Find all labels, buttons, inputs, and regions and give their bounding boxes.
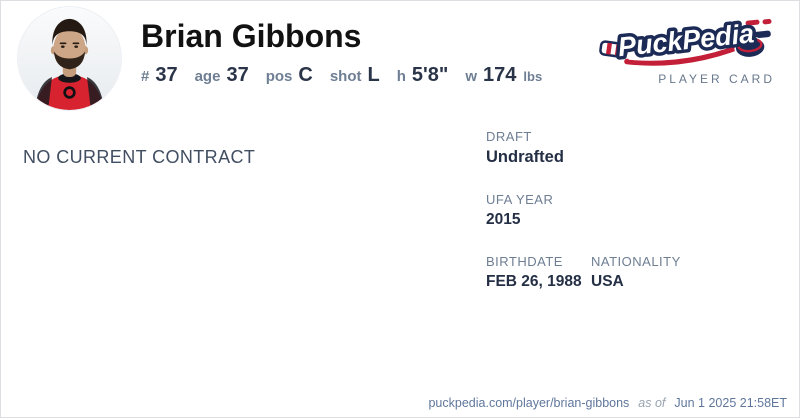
birthdate-label: BIRTHDATE: [486, 254, 563, 269]
info-birthdate: BIRTHDATE FEB 26, 1988: [486, 254, 591, 291]
timestamp: Jun 1 2025 21:58ET: [674, 396, 787, 410]
player-name: Brian Gibbons: [141, 18, 362, 54]
stat-age: age 37: [194, 63, 249, 86]
stat-position: pos C: [265, 63, 313, 86]
player-card-subtitle: PLAYER CARD: [658, 72, 775, 86]
player-headline: Brian Gibbons #37 age 37 pos C shot L h 5'8"…: [141, 18, 542, 87]
player-page-link[interactable]: puckpedia.com/player/brian-gibbons: [428, 396, 630, 410]
ufa-year-label: UFA YEAR: [486, 192, 554, 207]
info-ufa-year: UFA YEAR 2015: [486, 192, 681, 229]
logo-wordmark: PuckPedia: [617, 18, 756, 62]
contract-status: NO CURRENT CONTRACT: [23, 147, 256, 167]
nationality-value: USA: [591, 273, 624, 290]
avatar: [18, 7, 121, 110]
as-of-label: as of: [638, 396, 666, 410]
brand-block: PuckPedia PuckPedia PLAYER CARD: [597, 9, 779, 86]
birthdate-value: FEB 26, 1988: [486, 273, 582, 290]
player-stats-row: #37 age 37 pos C shot L h 5'8" w 174 lbs: [141, 64, 542, 87]
draft-value: Undrafted: [486, 148, 564, 166]
nationality-label: NATIONALITY: [591, 254, 681, 269]
player-photo-illustration: [18, 7, 121, 110]
stat-weight: w 174 lbs: [465, 63, 543, 86]
stat-jersey-number: #37: [141, 63, 178, 86]
puckpedia-logo: PuckPedia PuckPedia: [599, 15, 772, 66]
draft-label: DRAFT: [486, 129, 532, 144]
player-info-grid: DRAFT Undrafted UFA YEAR 2015 BIRTHDATE …: [486, 129, 681, 316]
stat-height: h 5'8": [396, 63, 449, 86]
info-draft: DRAFT Undrafted: [486, 129, 681, 167]
info-nationality: NATIONALITY USA: [591, 254, 681, 291]
stat-shot: shot L: [329, 63, 380, 86]
info-row-birth-nationality: BIRTHDATE FEB 26, 1988 NATIONALITY USA: [486, 254, 681, 316]
ufa-year-value: 2015: [486, 211, 521, 228]
footer: puckpedia.com/player/brian-gibbons as of…: [428, 396, 787, 410]
